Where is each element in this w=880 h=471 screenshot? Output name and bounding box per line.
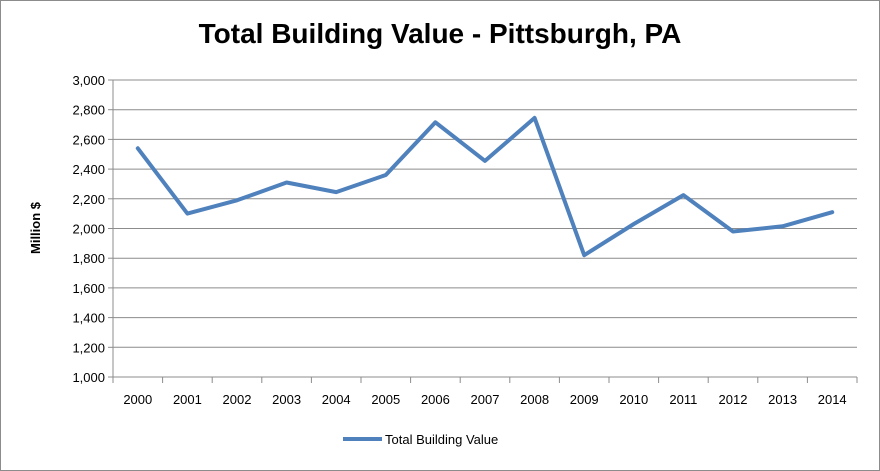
y-tick-label: 2,400 bbox=[72, 162, 105, 177]
x-tick-label: 2014 bbox=[818, 392, 847, 407]
x-tick-label: 2000 bbox=[123, 392, 152, 407]
x-tick-label: 2005 bbox=[371, 392, 400, 407]
legend-label: Total Building Value bbox=[385, 432, 498, 447]
y-tick-label: 2,600 bbox=[72, 132, 105, 147]
legend: Total Building Value bbox=[343, 432, 498, 447]
y-tick-label: 2,800 bbox=[72, 103, 105, 118]
x-axis-ticks: 2000 2001 2002 2003 2004 2005 2006 2007 2008 2009… bbox=[123, 392, 846, 407]
series-layer bbox=[135, 115, 835, 258]
x-tick-label: 2002 bbox=[223, 392, 252, 407]
y-tick-label: 1,600 bbox=[72, 281, 105, 296]
y-tick-label: 3,000 bbox=[72, 73, 105, 88]
x-tick-label: 2013 bbox=[768, 392, 797, 407]
y-tick-label: 1,200 bbox=[72, 340, 105, 355]
y-tick-label: 2,200 bbox=[72, 192, 105, 207]
x-tick-label: 2008 bbox=[520, 392, 549, 407]
chart-title: Total Building Value - Pittsburgh, PA bbox=[198, 18, 682, 49]
x-tick-label: 2012 bbox=[719, 392, 748, 407]
series-line bbox=[135, 115, 835, 258]
x-tick-label: 2011 bbox=[669, 392, 697, 407]
x-tick-label: 2006 bbox=[421, 392, 450, 407]
x-tick-label: 2010 bbox=[619, 392, 648, 407]
x-tick-label: 2003 bbox=[272, 392, 301, 407]
x-tick-label: 2001 bbox=[173, 392, 202, 407]
y-tick-label: 2,000 bbox=[72, 222, 105, 237]
x-tick-label: 2007 bbox=[471, 392, 500, 407]
y-tick-label: 1,800 bbox=[72, 251, 105, 266]
y-axis-ticks: 1,000 1,200 1,400 1,600 1,800 2,000 2,200 2,400… bbox=[72, 73, 105, 385]
x-tick-label: 2009 bbox=[570, 392, 599, 407]
y-tick-label: 1,000 bbox=[72, 370, 105, 385]
x-tick-label: 2004 bbox=[322, 392, 351, 407]
y-tick-label: 1,400 bbox=[72, 311, 105, 326]
gridlines bbox=[108, 79, 858, 383]
y-axis-label: Million $ bbox=[28, 201, 43, 254]
